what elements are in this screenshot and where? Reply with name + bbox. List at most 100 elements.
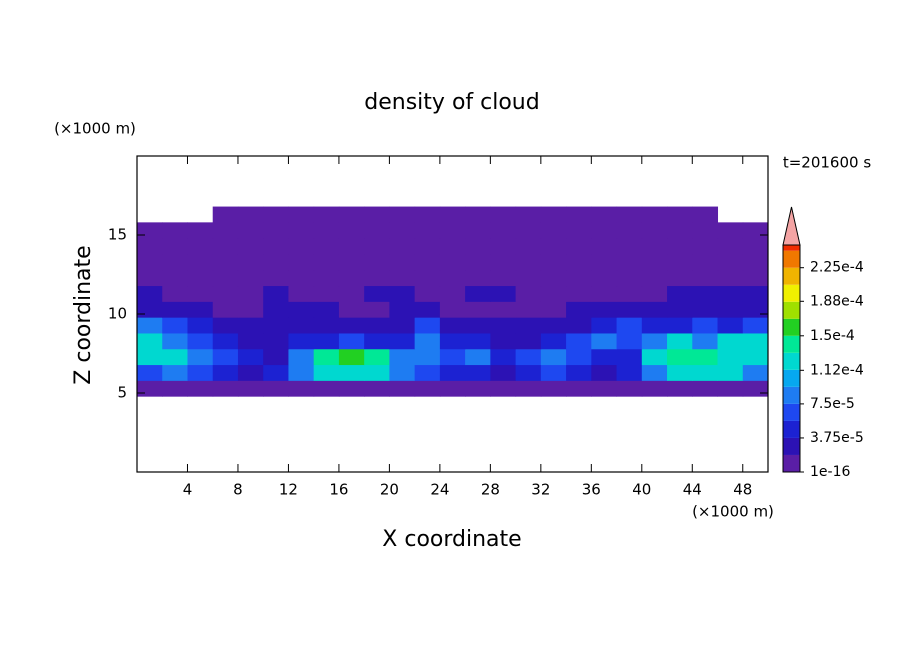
contour-cell: [667, 253, 693, 271]
contour-cell: [338, 380, 365, 397]
contour-cell: [591, 238, 618, 255]
contour-cell: [338, 285, 365, 302]
colorbar-tick-label: 3.75e-5: [810, 430, 864, 446]
contour-cell: [389, 269, 416, 287]
contour-cell: [237, 285, 264, 302]
contour-cell: [439, 348, 466, 366]
contour-cell: [591, 380, 618, 397]
contour-cell: [414, 317, 441, 334]
colorbar-band: [783, 437, 800, 455]
contour-cell: [364, 238, 390, 255]
contour-cell: [515, 364, 542, 381]
contour-cell: [439, 317, 466, 334]
x-tick-label: 36: [582, 481, 601, 499]
contour-cell: [439, 253, 466, 271]
contour-cell: [137, 348, 163, 366]
contour-cell: [439, 222, 466, 239]
contour-cell: [288, 317, 315, 334]
contour-cell: [212, 332, 239, 350]
colorbar-tick-label: 1.5e-4: [810, 328, 855, 344]
contour-cell: [692, 253, 719, 271]
contour-cell: [591, 348, 618, 366]
contour-cell: [616, 206, 643, 223]
contour-cell: [465, 269, 491, 287]
y-tick-label: 15: [108, 226, 127, 244]
contour-cell: [490, 269, 517, 287]
contour-cell: [389, 332, 416, 350]
contour-cell: [137, 380, 163, 397]
contour-cell: [237, 238, 264, 255]
contour-cell: [591, 301, 618, 318]
contour-cell: [187, 301, 214, 318]
contour-cell: [465, 364, 491, 381]
contour-cell: [566, 301, 592, 318]
contour-cell: [490, 364, 517, 381]
y-tick-label: 10: [108, 305, 127, 323]
x-tick-label: 16: [329, 481, 348, 499]
contour-cell: [591, 285, 618, 302]
contour-cell: [667, 238, 693, 255]
colorbar-band: [783, 369, 800, 387]
contour-cell: [465, 348, 491, 366]
contour-cell: [515, 301, 542, 318]
contour-cell: [717, 364, 744, 381]
contour-cell: [263, 222, 289, 239]
contour-cell: [641, 380, 668, 397]
contour-cell: [591, 253, 618, 271]
contour-cell: [389, 301, 416, 318]
colorbar-band: [783, 267, 800, 285]
contour-cell: [742, 380, 769, 397]
colorbar-band: [783, 250, 800, 268]
contour-cell: [540, 238, 567, 255]
contour-cell: [288, 206, 315, 223]
contour-cell: [414, 206, 441, 223]
contour-cell: [313, 238, 340, 255]
contour-cell: [616, 222, 643, 239]
contour-cell: [414, 332, 441, 350]
contour-cell: [591, 222, 618, 239]
contour-cell: [742, 285, 769, 302]
contour-cell: [566, 317, 592, 334]
contour-cell: [187, 222, 214, 239]
x-tick-label: 28: [481, 481, 500, 499]
contour-cell: [389, 317, 416, 334]
contour-cell: [338, 206, 365, 223]
contour-cell: [465, 301, 491, 318]
x-tick-label: 44: [683, 481, 702, 499]
contour-cell: [717, 301, 744, 318]
contour-cell: [187, 348, 214, 366]
contour-cell: [187, 253, 214, 271]
contour-cell: [742, 332, 769, 350]
contour-cell: [288, 332, 315, 350]
contour-cell: [717, 222, 744, 239]
x-unit: (×1000 m): [692, 503, 774, 521]
contour-cell: [237, 348, 264, 366]
contour-cell: [667, 364, 693, 381]
contour-cell: [288, 301, 315, 318]
contour-cell: [212, 348, 239, 366]
contour-cell: [540, 380, 567, 397]
x-tick-label: 12: [279, 481, 298, 499]
contour-cell: [742, 301, 769, 318]
contour-cell: [237, 317, 264, 334]
contour-cell: [616, 332, 643, 350]
annotation: t=201600 s: [783, 154, 871, 172]
contour-cell: [490, 301, 517, 318]
contour-cell: [641, 301, 668, 318]
contour-cell: [717, 380, 744, 397]
contour-cell: [364, 348, 390, 366]
contour-cell: [263, 285, 289, 302]
contour-cell: [237, 301, 264, 318]
contour-cell: [288, 269, 315, 287]
contour-cell: [692, 301, 719, 318]
contour-cell: [313, 253, 340, 271]
contour-cell: [667, 317, 693, 334]
x-tick-label: 48: [733, 481, 752, 499]
contour-cell: [616, 380, 643, 397]
contour-cell: [515, 332, 542, 350]
contour-cell: [616, 269, 643, 287]
contour-cell: [742, 238, 769, 255]
contour-cell: [212, 364, 239, 381]
contour-cell: [313, 332, 340, 350]
contour-cell: [540, 348, 567, 366]
